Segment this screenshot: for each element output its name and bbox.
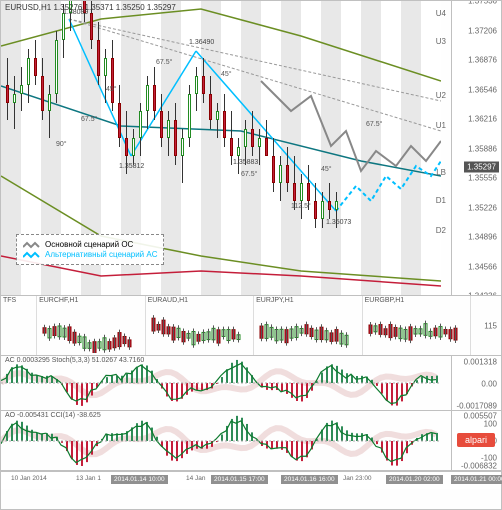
tfs-cell-label: EURJPY,H1 — [256, 297, 294, 304]
alpari-logo: alpari — [457, 433, 495, 447]
ao-ytick: 100 — [484, 420, 497, 429]
ac-label: AC 0.0003295 Stoch(5,3,3) 51.0267 43.716… — [5, 357, 144, 364]
ac-indicator-panel[interactable]: AC 0.0003295 Stoch(5,3,3) 51.0267 43.716… — [1, 356, 501, 411]
tfs-cell-label: EURGBP,H1 — [365, 297, 405, 304]
tfs-cell-label: EURCHF,H1 — [39, 297, 78, 304]
legend-alt-label: Альтернативный сценарий AC — [45, 250, 157, 259]
ac-ytick: 0.001318 — [464, 357, 497, 366]
ac-ytick: -0.0017089 — [457, 401, 497, 410]
current-price-badge: 1.35297 — [464, 162, 499, 173]
ao-svg — [1, 411, 441, 471]
legend-main-line-icon — [23, 241, 41, 249]
ac-svg — [1, 356, 441, 411]
tfs-label: TFS — [3, 297, 16, 304]
scenario-legend: Основной сценарий OC Альтернативный сцен… — [16, 234, 164, 265]
ao-label: AO -0.005431 CCI(14) -38.625 — [5, 412, 101, 419]
tfs-panel[interactable]: TFS EURCHF,H1 EURAUD,H1 EURJPY,H1 EURGBP… — [1, 296, 501, 356]
main-price-chart[interactable]: EURUSD,H1 1.35276 1.35371 1.35250 1.3529… — [1, 1, 501, 296]
time-xaxis: 10 Jan 201413 Jan 12014.01.14 10:0014 Ja… — [1, 471, 501, 489]
chart-title: EURUSD,H1 1.35276 1.35371 1.35250 1.3529… — [5, 3, 176, 12]
legend-main-label: Основной сценарий OC — [45, 240, 133, 249]
ao-indicator-panel[interactable]: AO -0.005431 CCI(14) -38.625 0.005507 10… — [1, 411, 501, 471]
ac-ytick: 0.00 — [481, 379, 497, 388]
ao-ytick: -0.006832 — [461, 462, 497, 471]
chart-container: EURUSD,H1 1.35276 1.35371 1.35250 1.3529… — [0, 0, 502, 510]
price-yaxis: 1.375361.372061.368761.365461.362161.358… — [451, 1, 501, 295]
legend-alt-line-icon — [23, 251, 41, 259]
tfs-cell-label: EURAUD,H1 — [148, 297, 188, 304]
tfs-right-value: 115 — [484, 321, 497, 330]
